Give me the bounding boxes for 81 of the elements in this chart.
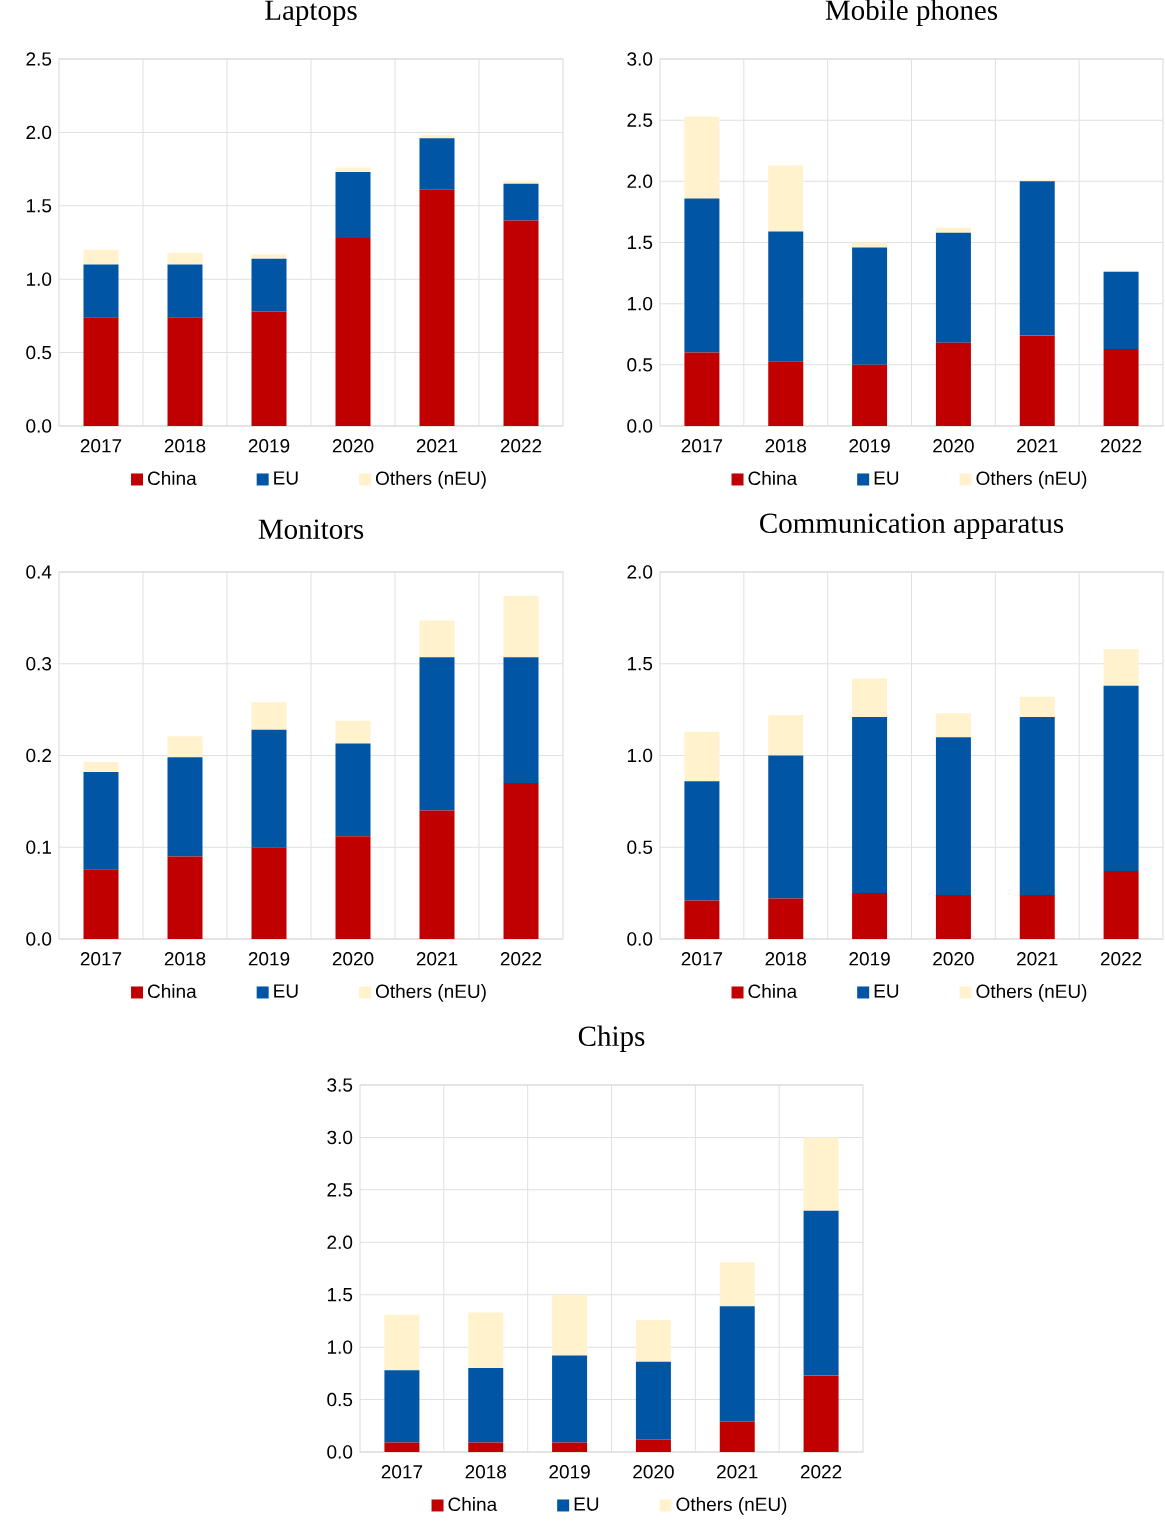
y-tick-label: 3.0 — [627, 52, 653, 66]
y-tick-label: 0.0 — [627, 419, 653, 433]
y-tick-label: 0.1 — [26, 840, 51, 854]
x-tick-label: 2019 — [849, 952, 890, 966]
x-tick-label: 2018 — [765, 952, 807, 966]
y-tick-label: 1.5 — [26, 199, 52, 213]
legend-label: China — [748, 471, 798, 486]
y-tick-label: 0.3 — [26, 657, 52, 671]
x-tick-label: 2021 — [416, 952, 458, 966]
y-tick-label: 0.0 — [627, 932, 653, 946]
y-tick-label: 2.5 — [26, 52, 52, 66]
y-tick-label: 2.5 — [327, 1183, 353, 1197]
x-tick-label: 2017 — [381, 1465, 423, 1479]
x-tick-label: 2019 — [248, 952, 290, 966]
y-tick-label: 1.5 — [627, 235, 653, 250]
y-tick-label: 1.5 — [627, 657, 653, 671]
y-tick-label: 1.0 — [327, 1340, 353, 1354]
y-tick-label: 0.5 — [26, 345, 52, 360]
x-tick-label: 2019 — [549, 1465, 590, 1479]
x-tick-label: 2017 — [681, 439, 723, 453]
x-tick-label: 2019 — [248, 439, 290, 453]
chart-title: Communication apparatus — [760, 513, 1064, 539]
legend-label: EU — [874, 471, 899, 485]
x-tick-label: 2020 — [933, 439, 974, 453]
y-tick-label: 0.4 — [26, 565, 52, 579]
x-tick-label: 2017 — [681, 952, 723, 966]
x-tick-label: 2019 — [849, 439, 890, 453]
legend-label: EU — [274, 984, 298, 998]
legend-label: Others (nEU) — [976, 984, 1087, 1002]
x-tick-label: 2020 — [633, 1465, 674, 1479]
legend-label: EU — [874, 984, 899, 998]
legend-label: Others (nEU) — [375, 984, 486, 1002]
x-tick-label: 2022 — [1100, 439, 1142, 453]
x-tick-label: 2020 — [332, 439, 374, 453]
x-tick-label: 2021 — [416, 439, 458, 453]
y-tick-label: 0.5 — [627, 358, 653, 372]
legend-label: Others (nEU) — [676, 1497, 787, 1515]
y-tick-label: 3.5 — [327, 1078, 353, 1092]
y-tick-label: 2.0 — [26, 125, 52, 140]
y-tick-label: 0.0 — [327, 1445, 353, 1459]
y-tick-label: 1.0 — [26, 272, 52, 286]
x-tick-label: 2018 — [465, 1465, 507, 1479]
x-tick-label: 2022 — [500, 952, 542, 966]
y-tick-label: 3.0 — [327, 1130, 353, 1145]
y-tick-label: 1.5 — [327, 1288, 353, 1302]
legend-label: China — [148, 471, 197, 486]
chart-title: Laptops — [265, 0, 357, 26]
x-tick-label: 2021 — [1017, 439, 1058, 453]
x-tick-label: 2017 — [80, 952, 122, 966]
y-tick-label: 2.0 — [627, 174, 653, 189]
x-tick-label: 2018 — [164, 439, 206, 453]
y-tick-label: 2.5 — [627, 113, 653, 127]
x-tick-label: 2017 — [80, 439, 122, 453]
legend-label: China — [448, 1497, 498, 1512]
y-tick-label: 2.0 — [327, 1235, 353, 1250]
y-tick-label: 1.0 — [627, 296, 653, 311]
x-tick-label: 2020 — [332, 952, 374, 966]
x-tick-label: 2022 — [800, 1465, 842, 1479]
y-tick-label: 0.5 — [627, 840, 653, 854]
x-tick-label: 2018 — [765, 439, 807, 453]
x-tick-label: 2021 — [1017, 952, 1058, 966]
legend-label: EU — [574, 1497, 599, 1511]
legend-label: Others (nEU) — [375, 471, 486, 489]
x-tick-label: 2022 — [500, 439, 542, 453]
y-tick-label: 2.0 — [627, 565, 653, 579]
legend-label: EU — [274, 471, 298, 485]
chart-title: Monitors — [258, 519, 364, 539]
y-tick-label: 1.0 — [627, 748, 653, 763]
y-tick-label: 0.2 — [26, 748, 51, 763]
x-tick-label: 2021 — [717, 1465, 758, 1479]
chart-title: Mobile phones — [825, 0, 998, 26]
x-tick-label: 2018 — [164, 952, 206, 966]
y-tick-label: 0.0 — [26, 932, 52, 946]
legend-label: China — [748, 984, 798, 999]
y-tick-label: 0.5 — [327, 1392, 353, 1407]
y-tick-label: 0.0 — [26, 419, 52, 433]
legend-label: Others (nEU) — [976, 471, 1087, 489]
legend-label: China — [148, 984, 197, 999]
chart-title: Chips — [578, 1025, 645, 1052]
x-tick-label: 2022 — [1100, 952, 1142, 966]
x-tick-label: 2020 — [933, 952, 974, 966]
